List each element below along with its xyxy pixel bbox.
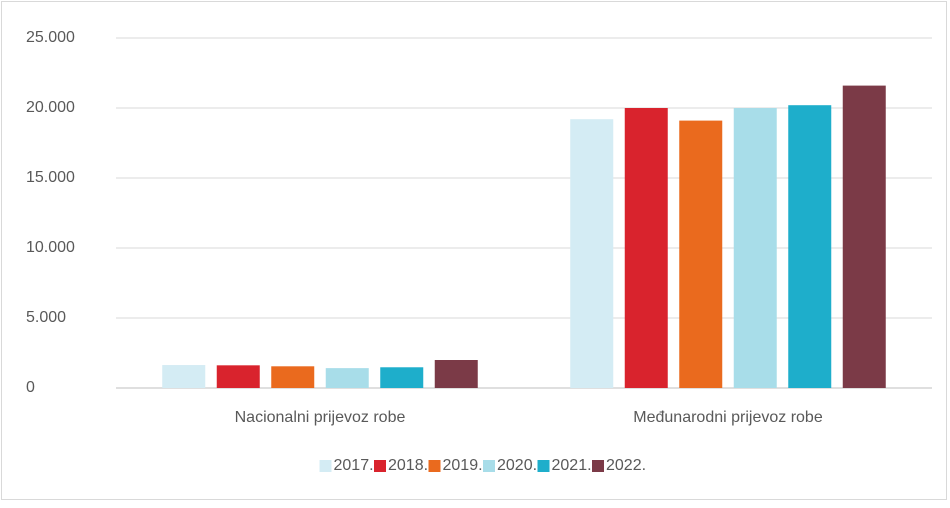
legend-label: 2020.	[497, 457, 537, 474]
bar	[733, 108, 777, 388]
y-tick-label: 5.000	[26, 309, 66, 326]
bar	[434, 360, 478, 388]
legend-swatch	[319, 460, 332, 472]
legend-swatch	[537, 460, 550, 472]
bar	[842, 85, 886, 388]
legend-swatch	[592, 460, 604, 472]
bar	[325, 368, 369, 388]
y-tick-label: 15.000	[26, 169, 75, 186]
bar	[162, 365, 206, 388]
x-tick-label: Međunarodni prijevoz robe	[633, 409, 823, 426]
bar	[570, 119, 614, 388]
y-tick-label: 25.000	[26, 29, 75, 46]
y-tick-label: 0	[26, 379, 35, 396]
bar	[788, 105, 832, 388]
legend-label: 2019.	[443, 457, 483, 474]
bar	[624, 108, 668, 388]
legend-swatch	[428, 460, 441, 472]
x-tick-label: Nacionalni prijevoz robe	[235, 409, 406, 426]
legend-label: 2021.	[552, 457, 592, 474]
legend-swatch	[483, 460, 495, 472]
bar	[216, 365, 260, 388]
legend-label: 2018.	[388, 457, 428, 474]
legend-label: 2022.	[606, 457, 646, 474]
y-tick-label: 20.000	[26, 99, 75, 116]
bar	[271, 366, 315, 388]
y-tick-label: 10.000	[26, 239, 75, 256]
bar	[679, 120, 723, 388]
legend-swatch	[374, 460, 386, 472]
legend-label: 2017.	[334, 457, 374, 474]
bar	[380, 367, 424, 388]
